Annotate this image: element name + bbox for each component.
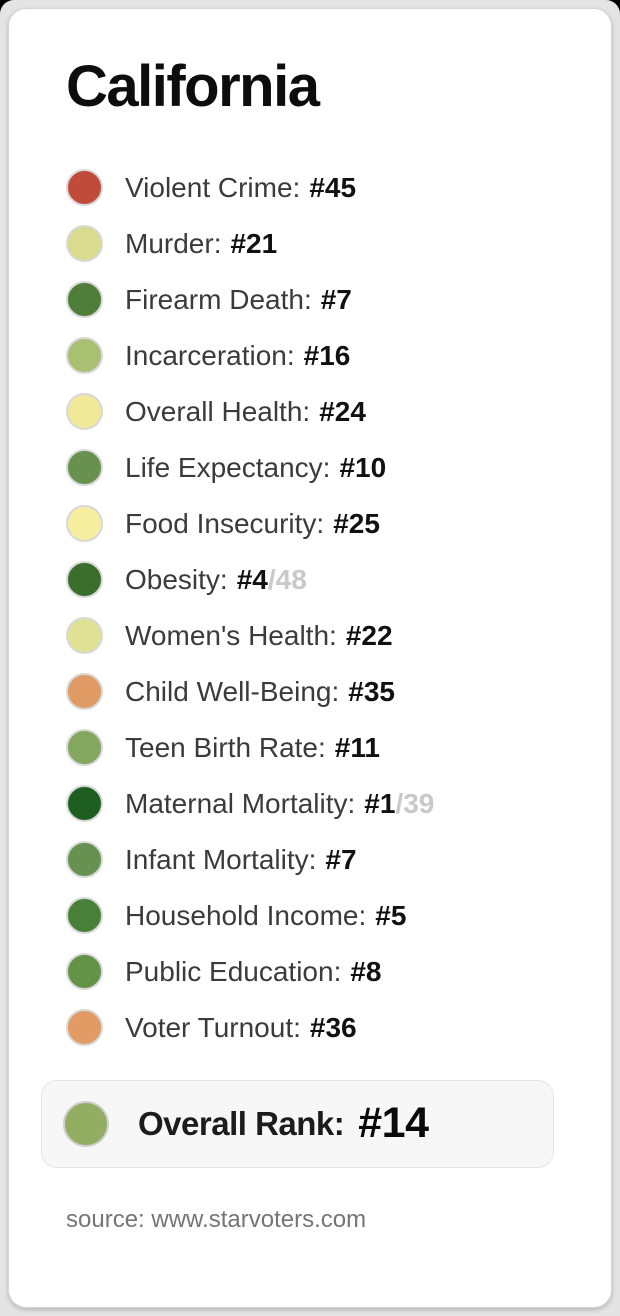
- metric-label: Public Education:: [125, 955, 342, 987]
- metric-row-violent-crime: Violent Crime: #45: [66, 160, 571, 216]
- overall-rank-label: Overall Rank:: [138, 1104, 345, 1142]
- rank-color-dot: [66, 281, 103, 319]
- metric-label: Infant Mortality:: [125, 843, 317, 875]
- metric-row-obesity: Obesity: #4 /48: [66, 552, 571, 608]
- metric-label: Firearm Death:: [125, 283, 312, 315]
- metric-label: Overall Health:: [125, 395, 311, 427]
- metric-rank: #4: [236, 563, 268, 595]
- metric-rank: #24: [319, 395, 366, 427]
- rank-color-dot: [66, 225, 103, 263]
- metric-denominator: /48: [267, 563, 307, 595]
- metric-row-firearm-death: Firearm Death: #7: [66, 272, 571, 328]
- metric-row-public-education: Public Education: #8: [66, 944, 571, 1000]
- rank-color-dot: [66, 393, 103, 431]
- metric-row-maternal-mortality: Maternal Mortality: #1 /39: [66, 776, 571, 832]
- metric-rank: #5: [375, 899, 407, 931]
- metric-label: Child Well-Being:: [125, 675, 340, 707]
- metric-row-incarceration: Incarceration: #16: [66, 328, 571, 384]
- metric-row-life-expectancy: Life Expectancy: #10: [66, 440, 571, 496]
- metric-row-infant-mortality: Infant Mortality: #7: [66, 832, 571, 888]
- metric-rank: #16: [303, 339, 351, 371]
- overall-rank-value: #14: [358, 1099, 429, 1148]
- metrics-list: Violent Crime: #45 Murder: #21 Firearm D…: [66, 160, 571, 1056]
- metric-row-womens-health: Women's Health: #22: [66, 608, 571, 664]
- metric-label: Women's Health:: [125, 619, 337, 651]
- page-title: California: [66, 54, 320, 119]
- metric-rank: #36: [309, 1011, 357, 1043]
- rank-color-dot: [66, 449, 103, 487]
- metric-label: Obesity:: [125, 563, 228, 595]
- overall-rank-box: Overall Rank: #14: [41, 1079, 554, 1168]
- metric-rank: #25: [333, 507, 380, 539]
- rank-color-dot: [66, 673, 103, 711]
- metric-rank: #1: [364, 787, 396, 819]
- rank-color-dot: [66, 337, 103, 375]
- rank-color-dot: [66, 729, 103, 767]
- metric-rank: #10: [339, 451, 387, 483]
- metric-row-teen-birth-rate: Teen Birth Rate: #11: [66, 720, 571, 776]
- metric-row-household-income: Household Income: #5: [66, 888, 571, 944]
- rank-color-dot: [66, 953, 103, 991]
- metric-label: Life Expectancy:: [125, 451, 331, 483]
- metric-label: Voter Turnout:: [125, 1011, 301, 1043]
- metric-rank: #35: [348, 675, 395, 707]
- metric-rank: #45: [309, 171, 357, 203]
- metric-rank: #8: [350, 955, 382, 987]
- metric-row-voter-turnout: Voter Turnout: #36: [66, 1000, 571, 1056]
- metric-rank: #7: [325, 843, 357, 875]
- rank-color-dot: [66, 505, 103, 543]
- metric-label: Teen Birth Rate:: [125, 731, 326, 763]
- rank-color-dot: [66, 841, 103, 879]
- source-text: source: www.starvoters.com: [66, 1205, 367, 1233]
- metric-label: Food Insecurity:: [125, 507, 325, 539]
- metric-rank: #11: [334, 731, 380, 763]
- metric-rank: #22: [345, 619, 393, 651]
- metric-row-child-well-being: Child Well-Being: #35: [66, 664, 571, 720]
- card-content: California Violent Crime: #45 Murder: #2…: [9, 9, 611, 1056]
- rank-color-dot: [66, 785, 103, 823]
- metric-row-murder: Murder: #21: [66, 216, 571, 272]
- rank-color-dot: [66, 561, 103, 599]
- rank-color-dot: [66, 617, 103, 655]
- rank-color-dot: [66, 169, 103, 207]
- metric-row-overall-health: Overall Health: #24: [66, 384, 571, 440]
- rank-color-dot: [66, 1009, 103, 1047]
- state-rankings-card: California Violent Crime: #45 Murder: #2…: [8, 8, 612, 1308]
- metric-label: Household Income:: [125, 899, 367, 931]
- metric-rank: #7: [320, 283, 352, 315]
- metric-label: Maternal Mortality:: [125, 787, 356, 819]
- metric-rank: #21: [230, 227, 278, 259]
- rank-color-dot: [66, 897, 103, 935]
- metric-label: Incarceration:: [125, 339, 295, 371]
- metric-label: Violent Crime:: [125, 171, 301, 203]
- metric-row-food-insecurity: Food Insecurity: #25: [66, 496, 571, 552]
- metric-denominator: /39: [395, 787, 435, 819]
- overall-rank-color-dot: [63, 1100, 109, 1147]
- metric-label: Murder:: [125, 227, 222, 259]
